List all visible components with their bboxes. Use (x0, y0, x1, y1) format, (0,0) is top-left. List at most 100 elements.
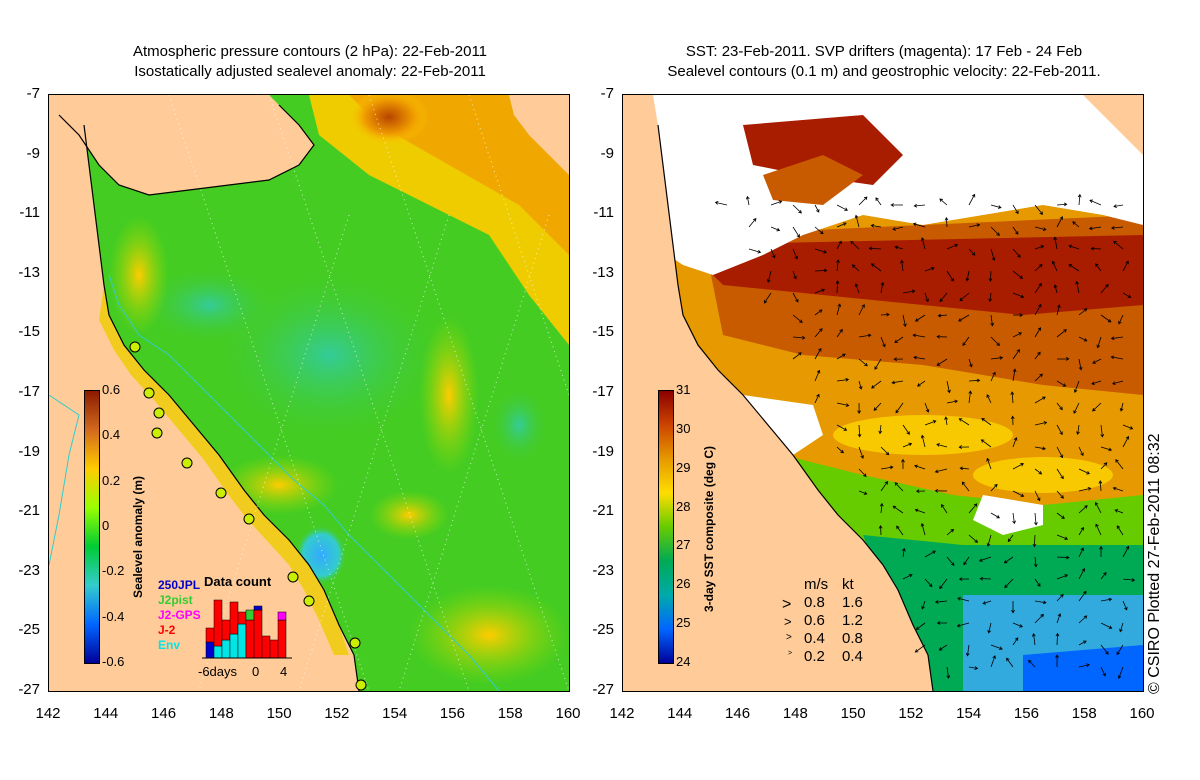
velocity-arrow (1012, 270, 1024, 279)
velocity-arrow (1012, 637, 1019, 646)
left-title-line1: Atmospheric pressure contours (2 hPa): 2… (132, 43, 488, 60)
velocity-arrow (990, 248, 996, 262)
velocity-arrow (1053, 284, 1058, 294)
velocity-arrow (1073, 380, 1080, 393)
velocity-legend-arrow: > (786, 632, 792, 643)
lat-tick-label: -9 (26, 144, 40, 162)
velocity-arrow (1012, 313, 1024, 317)
velocity-arrow (990, 483, 998, 492)
data-count-axis-label: 0 (252, 664, 260, 679)
velocity-arrow (902, 314, 907, 328)
velocity-arrow (1012, 204, 1019, 215)
velocity-arrow (1094, 501, 1102, 514)
lat-tick-label: -27 (18, 681, 40, 698)
velocity-arrow (892, 226, 904, 231)
velocity-arrow (880, 312, 890, 317)
sst-map[interactable] (622, 94, 1144, 692)
data-count-source-label: J-2 (158, 623, 176, 637)
velocity-arrow (814, 204, 820, 213)
velocity-arrow (1068, 264, 1080, 272)
velocity-arrow (958, 418, 970, 426)
velocity-arrow (1078, 526, 1084, 536)
velocity-arrow (814, 226, 824, 235)
velocity-arrow (959, 292, 970, 302)
velocity-arrow (902, 547, 906, 558)
velocity-arrow (770, 226, 781, 232)
velocity-arrow (878, 525, 883, 536)
velocity-arrow (946, 270, 954, 282)
velocity-arrow (1012, 248, 1021, 258)
velocity-arrow (792, 226, 800, 238)
velocity-arrow (857, 424, 862, 438)
velocity-arrow (913, 355, 926, 360)
velocity-arrow (1056, 402, 1063, 411)
right-title-line1: SST: 23-Feb-2011. SVP drifters (magenta)… (685, 43, 1083, 60)
velocity-arrow (836, 424, 848, 431)
velocity-arrow (1056, 490, 1064, 499)
velocity-kt-value: 0.8 (842, 630, 863, 647)
velocity-arrow (986, 457, 992, 470)
velocity-arrow (1056, 574, 1069, 580)
sealevel-colorbar-tick: 0.2 (102, 472, 121, 488)
velocity-arrow (1034, 327, 1042, 338)
velocity-arrow (902, 289, 916, 294)
velocity-arrow (980, 439, 992, 448)
velocity-arrow (1122, 545, 1130, 558)
lon-tick-label: 156 (1013, 705, 1039, 722)
velocity-arrow (1072, 221, 1080, 228)
velocity-arrow (1078, 308, 1088, 316)
velocity-arrow (874, 358, 882, 370)
velocity-arrow (770, 248, 776, 259)
velocity-arrow (891, 380, 904, 385)
velocity-arrow (990, 356, 1004, 360)
velocity-arrow (1056, 202, 1068, 207)
velocity-arrow (792, 270, 797, 280)
lat-tick-label: -25 (18, 621, 40, 639)
velocity-arrow (858, 380, 863, 390)
sealevel-anomaly-map[interactable] (48, 94, 570, 692)
velocity-arrow (1034, 490, 1041, 502)
velocity-arrow (1012, 368, 1017, 382)
velocity-arrow (914, 644, 926, 653)
lon-tick-label: 150 (840, 705, 866, 722)
velocity-arrow (1119, 622, 1124, 633)
velocity-arrow (714, 201, 728, 206)
velocity-arrow (946, 380, 951, 394)
velocity-arrow (1096, 336, 1102, 349)
velocity-arrow (1078, 505, 1088, 514)
sealevel-colorbar-tick: 0.6 (102, 382, 121, 397)
sst-colorbar-tick: 30 (676, 420, 691, 436)
velocity-arrow (902, 442, 913, 448)
velocity-arrow (1034, 303, 1042, 316)
velocity-arrow (1098, 480, 1103, 492)
velocity-arrow (880, 465, 894, 470)
sst-colorbar-tick: 29 (676, 459, 691, 475)
velocity-arrow (836, 402, 850, 407)
velocity-arrow (893, 357, 904, 362)
velocity-arrow (961, 481, 970, 492)
sealevel-colorbar (84, 390, 100, 664)
velocity-arrow (814, 328, 823, 338)
lat-tick-label: -9 (600, 144, 614, 162)
lon-tick-label: 148 (208, 705, 234, 722)
velocity-arrow (1100, 644, 1109, 655)
velocity-arrow (920, 237, 926, 250)
velocity-arrow (924, 578, 933, 588)
velocity-arrow (986, 534, 992, 547)
data-count-source-label: J2pist (158, 593, 193, 607)
velocity-arrow (1092, 358, 1102, 364)
velocity-arrow (915, 489, 926, 494)
velocity-arrow (1056, 613, 1062, 624)
velocity-kt-value: 1.2 (842, 612, 863, 629)
velocity-arrow (956, 622, 970, 628)
velocity-arrow (990, 371, 996, 382)
velocity-arrow (1073, 402, 1080, 414)
velocity-arrow (792, 292, 799, 303)
velocity-arrow (858, 490, 868, 495)
lon-tick-label: 154 (382, 705, 408, 722)
lon-tick-label: 158 (1071, 705, 1097, 722)
velocity-arrow (814, 347, 822, 360)
velocity-arrow (858, 468, 867, 477)
velocity-arrow (915, 622, 926, 630)
lat-tick-label: -13 (18, 263, 40, 281)
